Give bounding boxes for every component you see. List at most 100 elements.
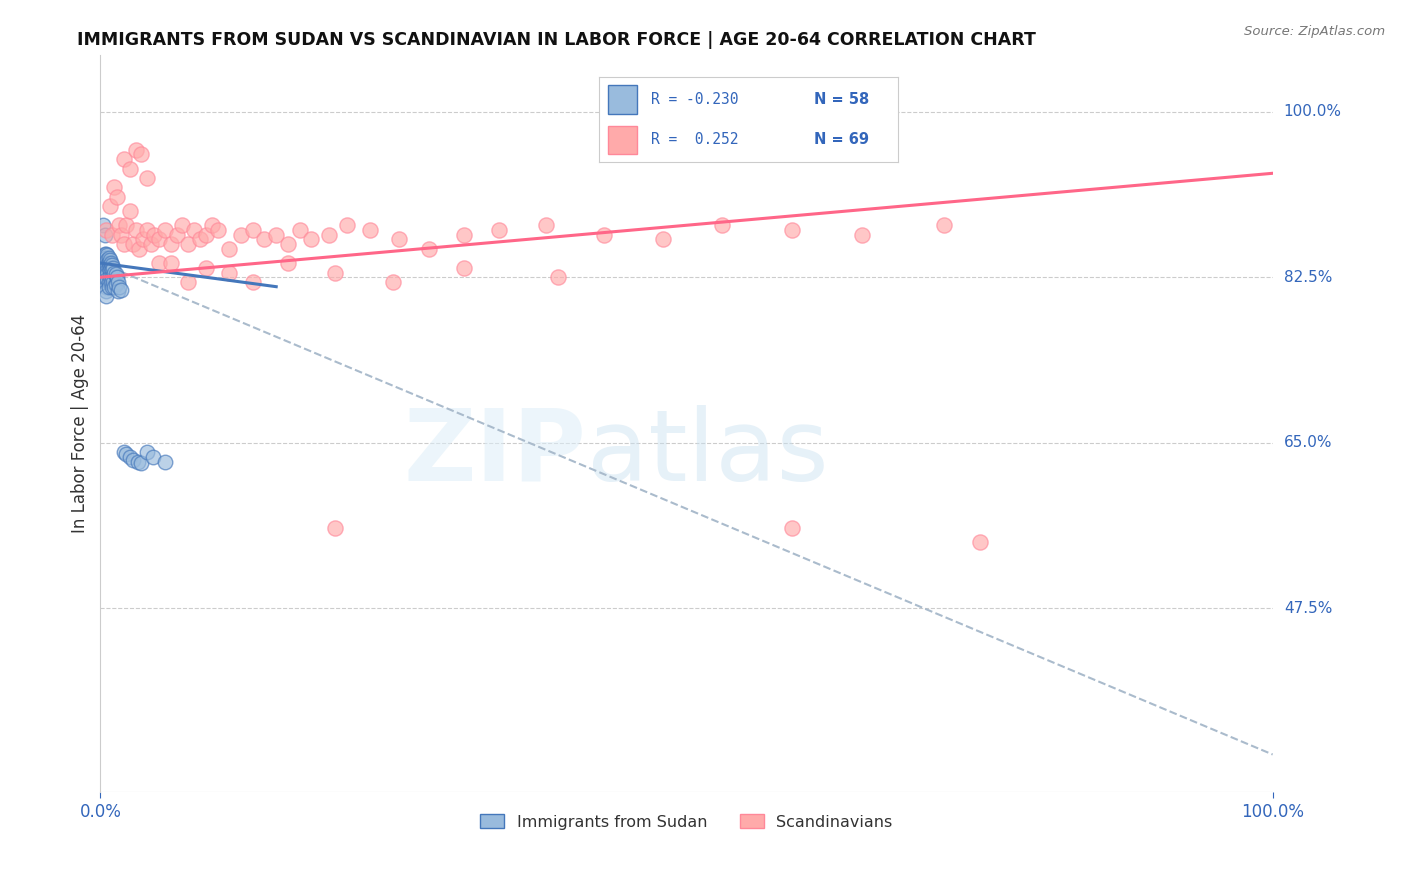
Point	[488, 223, 510, 237]
Point	[94, 227, 117, 242]
Point	[110, 283, 132, 297]
Point	[194, 227, 217, 242]
Point	[166, 227, 188, 242]
Point	[101, 262, 124, 277]
Point	[96, 272, 118, 286]
Point	[112, 152, 135, 166]
Point	[91, 219, 114, 233]
Point	[96, 256, 118, 270]
Point	[122, 452, 145, 467]
Point	[96, 279, 118, 293]
Point	[851, 227, 873, 242]
Y-axis label: In Labor Force | Age 20-64: In Labor Force | Age 20-64	[72, 314, 89, 533]
Point	[318, 227, 340, 242]
Point	[124, 143, 146, 157]
Text: Source: ZipAtlas.com: Source: ZipAtlas.com	[1244, 25, 1385, 38]
Point	[96, 266, 118, 280]
Point	[103, 266, 125, 280]
Text: 82.5%: 82.5%	[1284, 269, 1331, 285]
Point	[131, 457, 153, 471]
Point	[97, 256, 120, 270]
Point	[780, 521, 803, 535]
Point	[105, 270, 128, 285]
Point	[277, 237, 299, 252]
Point	[218, 266, 240, 280]
Text: ZIP: ZIP	[404, 405, 586, 501]
Point	[131, 232, 153, 246]
Point	[172, 219, 194, 233]
Point	[534, 219, 557, 233]
Point	[153, 454, 176, 468]
Point	[96, 285, 118, 299]
Point	[388, 232, 411, 246]
Point	[159, 237, 181, 252]
Point	[299, 232, 322, 246]
Point	[277, 256, 299, 270]
Point	[188, 232, 211, 246]
Text: 65.0%: 65.0%	[1284, 435, 1333, 450]
Point	[96, 270, 118, 285]
Point	[143, 227, 166, 242]
Point	[103, 275, 125, 289]
Point	[323, 521, 346, 535]
Point	[335, 219, 357, 233]
Text: IMMIGRANTS FROM SUDAN VS SCANDINAVIAN IN LABOR FORCE | AGE 20-64 CORRELATION CHA: IMMIGRANTS FROM SUDAN VS SCANDINAVIAN IN…	[77, 31, 1036, 49]
Point	[96, 258, 118, 272]
Point	[253, 232, 276, 246]
Point	[103, 180, 125, 194]
Point	[93, 275, 115, 289]
Point	[96, 275, 118, 289]
Point	[96, 246, 118, 260]
Point	[97, 252, 120, 266]
Point	[96, 289, 118, 303]
Point	[288, 223, 311, 237]
Point	[118, 161, 141, 176]
Point	[418, 242, 440, 256]
Point	[710, 219, 733, 233]
Point	[934, 219, 956, 233]
Point	[96, 268, 118, 282]
Point	[382, 275, 405, 289]
Text: atlas: atlas	[586, 405, 828, 501]
Point	[112, 445, 135, 459]
Point	[194, 260, 217, 275]
Point	[229, 227, 252, 242]
Point	[122, 237, 145, 252]
Point	[153, 223, 176, 237]
Point	[98, 199, 121, 213]
Point	[115, 447, 138, 461]
Point	[652, 232, 675, 246]
Point	[780, 223, 803, 237]
Point	[242, 275, 264, 289]
Point	[96, 248, 118, 262]
Point	[94, 260, 117, 275]
Text: 100.0%: 100.0%	[1284, 104, 1341, 120]
Point	[93, 256, 115, 270]
Point	[96, 260, 118, 275]
Point	[107, 285, 129, 299]
Point	[108, 219, 131, 233]
Legend: Immigrants from Sudan, Scandinavians: Immigrants from Sudan, Scandinavians	[474, 807, 898, 836]
Point	[101, 279, 124, 293]
Text: 47.5%: 47.5%	[1284, 600, 1331, 615]
Point	[105, 190, 128, 204]
Point	[242, 223, 264, 237]
Point	[96, 262, 118, 277]
Point	[101, 258, 124, 272]
Point	[453, 227, 475, 242]
Point	[96, 253, 118, 268]
Point	[969, 534, 991, 549]
Point	[359, 223, 381, 237]
Point	[218, 242, 240, 256]
Point	[100, 256, 122, 270]
Point	[136, 445, 159, 459]
Point	[98, 270, 121, 285]
Point	[323, 266, 346, 280]
Point	[177, 275, 200, 289]
Point	[136, 223, 159, 237]
Point	[103, 260, 125, 275]
Point	[107, 275, 129, 289]
Point	[96, 223, 118, 237]
Point	[127, 454, 149, 468]
Point	[593, 227, 616, 242]
